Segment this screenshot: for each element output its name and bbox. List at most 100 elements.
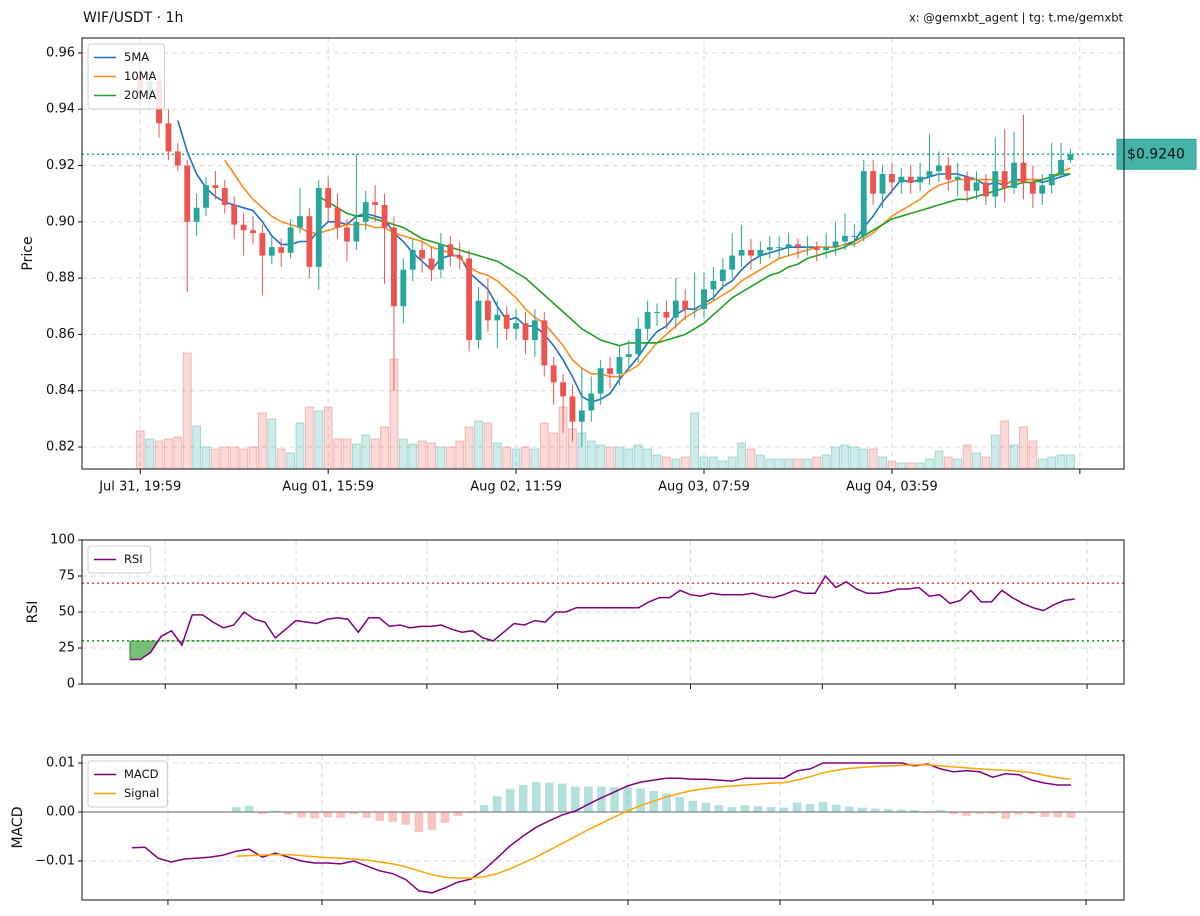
candle-body bbox=[372, 202, 379, 205]
candle-body bbox=[184, 165, 191, 222]
candle-body bbox=[381, 204, 388, 228]
x-tick-label: Aug 02, 11:59 bbox=[470, 480, 562, 495]
volume-bar bbox=[257, 412, 267, 469]
histogram-bar bbox=[584, 786, 593, 812]
volume-bar bbox=[154, 440, 164, 469]
candle-body bbox=[513, 323, 520, 329]
candle-body bbox=[926, 171, 933, 177]
candle-body bbox=[635, 328, 642, 355]
volume-bar bbox=[361, 434, 371, 469]
panel: −0.01 0.00 0.01 MACD MACD Signal bbox=[10, 754, 1125, 905]
volume-bar bbox=[661, 456, 671, 469]
histogram-bar bbox=[844, 806, 854, 812]
plot-frame bbox=[81, 754, 1125, 901]
volume-bar bbox=[314, 410, 324, 469]
volume-bar bbox=[972, 452, 981, 469]
candle-body bbox=[353, 221, 360, 242]
candle-body bbox=[428, 258, 435, 270]
histogram-bar bbox=[949, 811, 958, 814]
candle-body bbox=[391, 227, 397, 307]
candle-body bbox=[663, 311, 670, 318]
volume-bar bbox=[474, 420, 483, 469]
volume-bar bbox=[1000, 420, 1010, 469]
candle-body bbox=[550, 365, 557, 383]
candle-body bbox=[221, 188, 228, 205]
volume-bar bbox=[398, 438, 408, 469]
y-tick-label: 0.01 bbox=[46, 755, 75, 770]
volume-bar bbox=[690, 412, 700, 469]
histogram-bar bbox=[714, 805, 724, 812]
candle-body bbox=[954, 176, 961, 180]
volume-bar bbox=[295, 422, 305, 469]
volume-bar bbox=[784, 458, 794, 469]
histogram-bar bbox=[857, 807, 867, 812]
y-tick-label: −0.01 bbox=[35, 853, 75, 868]
y-axis-label: Price bbox=[20, 236, 36, 270]
candle-body bbox=[935, 165, 942, 172]
data-layer bbox=[82, 58, 1124, 469]
plot-frame bbox=[81, 539, 1125, 685]
chart-title: WIF/USDT · 1h bbox=[83, 10, 183, 26]
volume-bar bbox=[333, 438, 343, 469]
candle-body bbox=[259, 233, 266, 256]
volume-bar bbox=[502, 446, 512, 469]
y-tick-label: 0.94 bbox=[46, 102, 75, 117]
volume-bar bbox=[229, 446, 239, 469]
volume-bar bbox=[896, 462, 906, 469]
candle-body bbox=[597, 368, 604, 394]
volume-bar bbox=[934, 450, 944, 469]
candle-body bbox=[306, 216, 313, 267]
histogram-bar bbox=[401, 811, 411, 825]
candle-body bbox=[174, 151, 181, 166]
legend-box bbox=[87, 43, 165, 110]
candle-body bbox=[297, 216, 303, 228]
candle-body bbox=[1058, 159, 1064, 174]
candle-body bbox=[588, 393, 595, 411]
y-tick-label: 0 bbox=[67, 677, 75, 692]
volume-bar bbox=[633, 444, 643, 469]
volume-bar bbox=[680, 456, 690, 469]
candle-body bbox=[992, 171, 999, 197]
volume-bar bbox=[145, 438, 155, 469]
histogram-bar bbox=[1053, 811, 1063, 818]
volume-bar bbox=[1065, 454, 1075, 469]
candle-body bbox=[578, 410, 585, 422]
volume-bar bbox=[163, 438, 173, 469]
volume-bar bbox=[614, 446, 624, 469]
histogram-bar bbox=[271, 810, 280, 812]
volume-bar bbox=[248, 446, 258, 469]
series-line bbox=[131, 762, 1071, 894]
histogram-bar bbox=[388, 811, 398, 822]
volume-bar bbox=[1037, 458, 1047, 469]
histogram-bar bbox=[870, 808, 880, 812]
histogram-bar bbox=[466, 811, 476, 813]
histogram-bar bbox=[884, 809, 893, 812]
candle-body bbox=[625, 354, 632, 357]
histogram-bar bbox=[323, 811, 332, 818]
volume-bar bbox=[173, 436, 183, 469]
volume-bar bbox=[962, 444, 972, 469]
y-tick-label: 100 bbox=[50, 533, 75, 548]
volume-bar bbox=[746, 448, 756, 469]
candle-body bbox=[616, 356, 623, 374]
volume-bar bbox=[135, 430, 145, 469]
candle-body bbox=[522, 323, 529, 341]
volume-bar bbox=[774, 458, 784, 469]
volume-bar bbox=[915, 462, 925, 469]
candle-body bbox=[945, 165, 952, 180]
candle-body bbox=[917, 176, 924, 183]
candle-body bbox=[400, 269, 407, 307]
candle-body bbox=[879, 173, 886, 194]
candle-body bbox=[203, 185, 209, 208]
volume-bar bbox=[276, 448, 286, 469]
volume-bar bbox=[370, 438, 380, 469]
histogram-bar bbox=[636, 788, 645, 812]
candle-body bbox=[231, 204, 238, 225]
plot-area bbox=[82, 38, 1124, 469]
volume-bar bbox=[445, 446, 455, 469]
legend-label: MACD bbox=[124, 767, 159, 781]
legend: RSI bbox=[87, 545, 152, 574]
histogram-bar bbox=[688, 800, 698, 812]
volume-bar bbox=[210, 448, 220, 469]
volume-bar bbox=[737, 442, 747, 469]
